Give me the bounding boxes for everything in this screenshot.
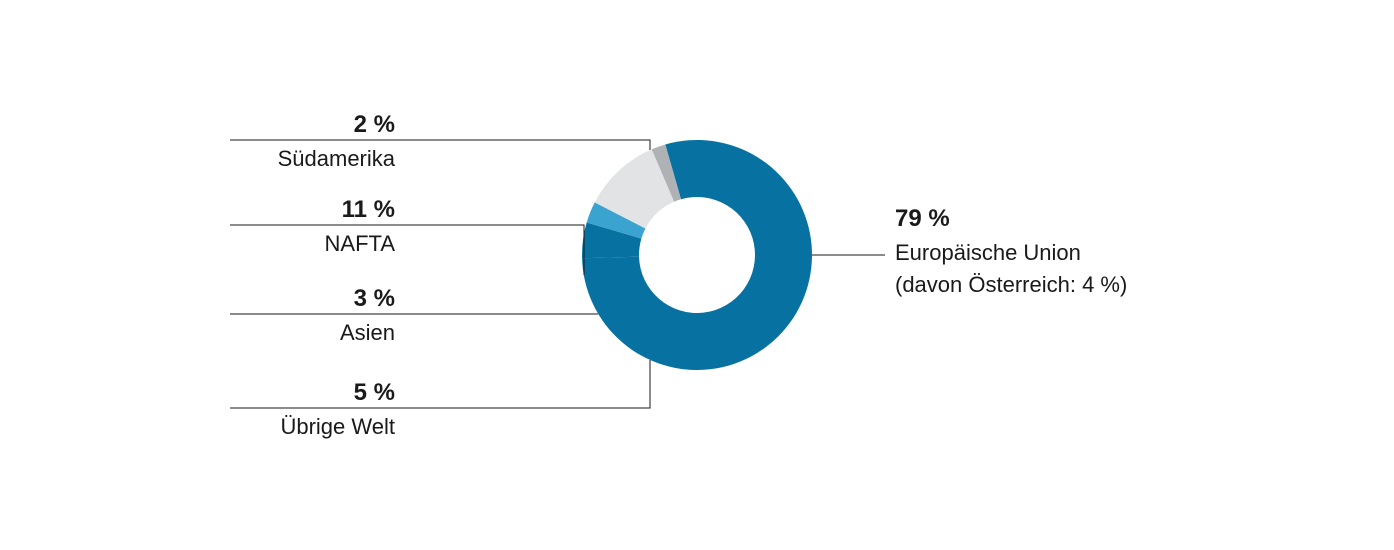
- pct-sa: 2 %: [354, 111, 395, 138]
- pct-eu: 79 %: [895, 205, 950, 232]
- label-nafta: NAFTA: [325, 231, 396, 256]
- pct-asia: 3 %: [354, 285, 395, 312]
- leader-nafta: [405, 225, 584, 275]
- pct-nafta: 11 %: [342, 196, 395, 223]
- label-sa: Südamerika: [278, 146, 396, 171]
- leader-sa: [405, 140, 650, 150]
- donut-svg: 79 % Europäische Union (davon Österreich: …: [0, 0, 1394, 550]
- donut-chart: 79 % Europäische Union (davon Österreich: …: [0, 0, 1394, 550]
- pct-rest: 5 %: [354, 379, 395, 406]
- sublabel-eu: (davon Österreich: 4 %): [895, 272, 1127, 297]
- leader-rest: [405, 360, 650, 408]
- label-eu: Europäische Union: [895, 240, 1081, 265]
- label-rest: Übrige Welt: [280, 414, 395, 439]
- label-asia: Asien: [340, 320, 395, 345]
